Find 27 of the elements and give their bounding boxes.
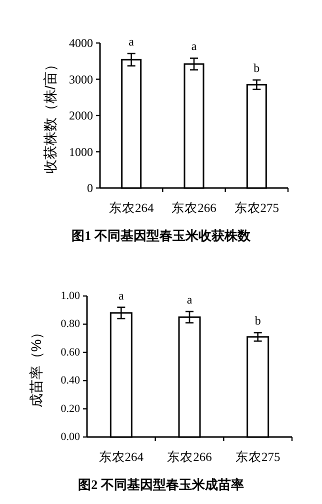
annotation: a <box>128 34 135 49</box>
annotation: a <box>186 292 193 307</box>
y-tick-label: 0 <box>87 181 93 195</box>
y-tick-label: 1000 <box>69 144 93 159</box>
x-tick-label: 东农266 <box>172 201 216 215</box>
text: 图1 不同基因型春玉米收获株数 <box>72 228 252 243</box>
y-tick-label: 0.60 <box>60 346 80 358</box>
annotation: b <box>254 60 260 75</box>
y-tick-label: 4000 <box>69 36 93 50</box>
y-tick-label: 0.20 <box>60 402 80 415</box>
y-tick-label: 0.80 <box>60 318 80 330</box>
y-axis-title: 收获株数（株/亩） <box>42 58 58 174</box>
y-tick-label: 0.40 <box>60 374 80 387</box>
x-tick-label: 东农264 <box>108 201 154 215</box>
x-tick-label: 东农275 <box>235 450 280 464</box>
x-tick-label: 东农275 <box>234 201 280 215</box>
y-tick-label: 3000 <box>69 72 93 86</box>
x-tick-label: 东农264 <box>98 450 144 464</box>
annotation: a <box>118 288 125 302</box>
annotation: a <box>191 39 198 54</box>
y-tick-label: 1.00 <box>60 290 80 302</box>
text: 图2 不同基因型春玉米成苗率 <box>78 477 244 492</box>
x-tick-label: 东农266 <box>167 450 212 464</box>
y-tick-label: 2000 <box>69 108 93 122</box>
y-axis-title: 成苗率（%） <box>28 325 44 408</box>
annotation: b <box>254 314 261 328</box>
y-tick-label: 0.00 <box>60 431 80 443</box>
